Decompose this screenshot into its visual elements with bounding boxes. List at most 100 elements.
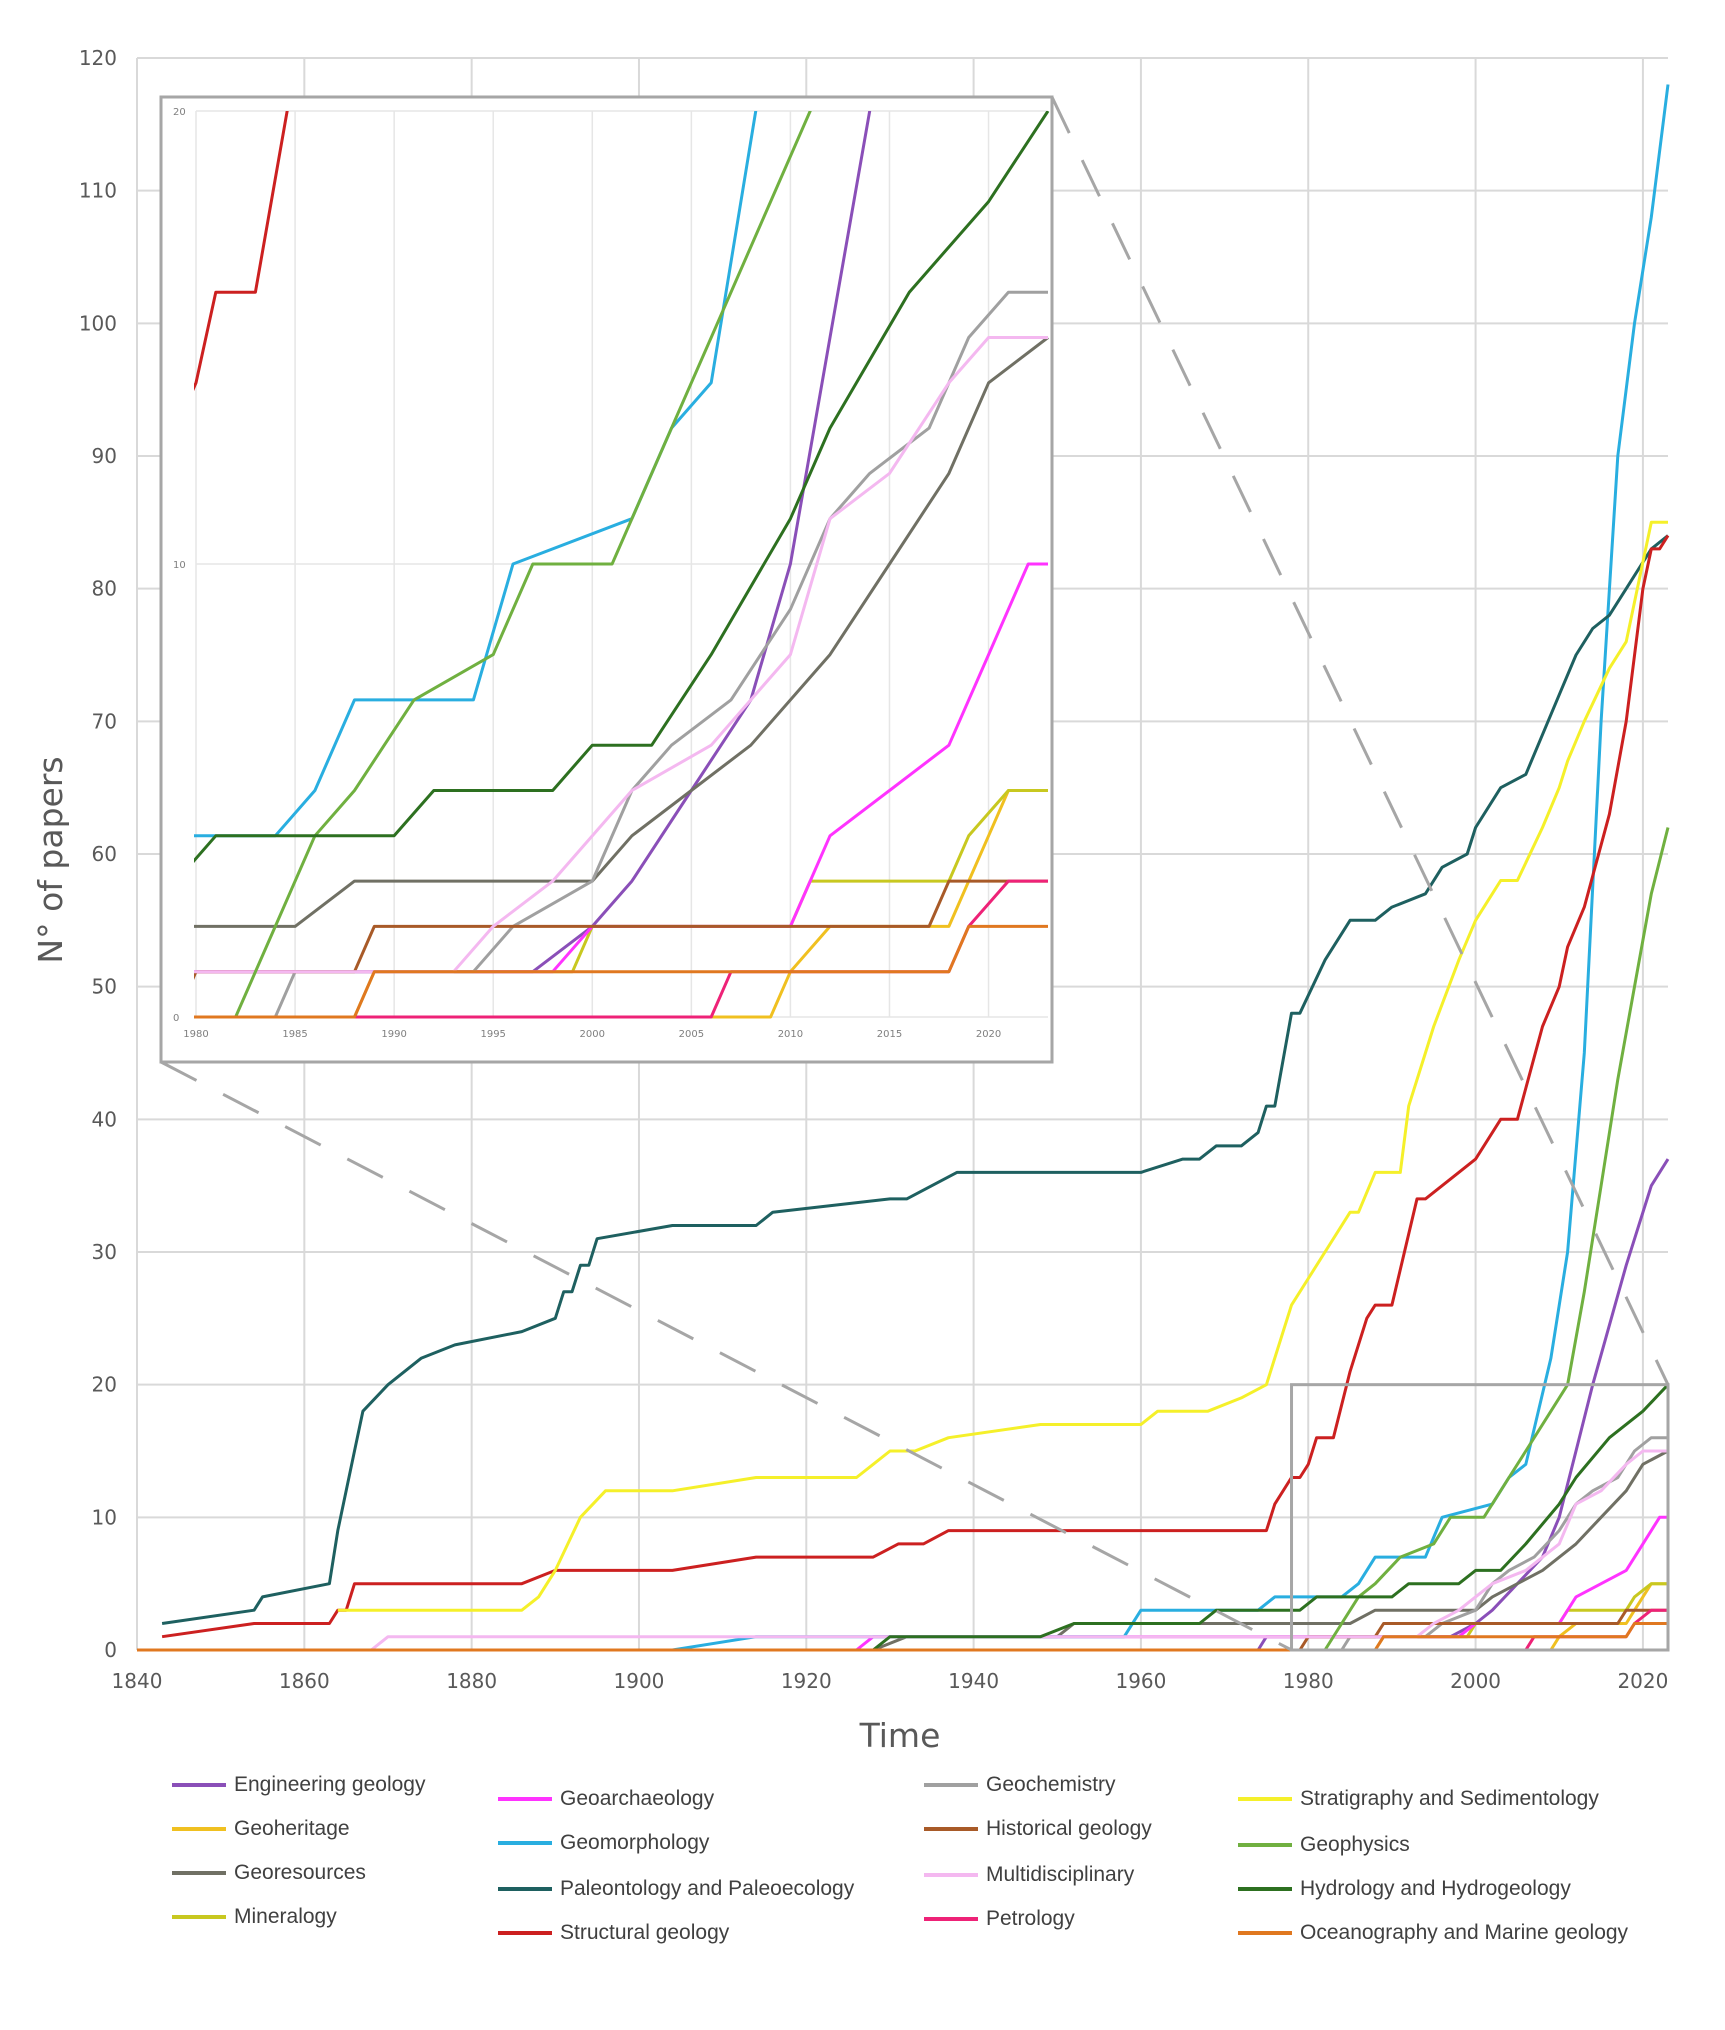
x-tick-label: 1960 xyxy=(1115,1669,1166,1693)
legend-label: Geophysics xyxy=(1300,1833,1410,1856)
x-tick-label: 2000 xyxy=(1450,1669,1501,1693)
legend-label: Paleontology and Paleoecology xyxy=(560,1877,855,1900)
legend-item: Paleontology and Paleoecology xyxy=(498,1874,854,1904)
series-line-historical-geology xyxy=(137,1608,1668,1652)
legend-swatch xyxy=(498,1841,552,1845)
inset-series-line-geomorphology xyxy=(194,111,758,838)
legend-label: Historical geology xyxy=(986,1817,1152,1840)
legend-label: Georesources xyxy=(234,1861,366,1884)
legend-item: Geomorphology xyxy=(498,1828,709,1858)
inset-x-tick-label: 2010 xyxy=(778,1029,803,1040)
inset-series-line-engineering-geology xyxy=(194,111,872,974)
y-axis-title: N° of papers xyxy=(31,756,70,963)
legend-swatch xyxy=(1238,1797,1292,1801)
inset-series-line-geoheritage xyxy=(194,789,1048,1019)
y-tick-label: 30 xyxy=(92,1240,117,1264)
legend-label: Engineering geology xyxy=(234,1773,426,1796)
y-tick-label: 10 xyxy=(92,1505,117,1529)
legend: Engineering geology Geoheritage Georesourc… xyxy=(0,1770,1725,2030)
legend-swatch xyxy=(924,1827,978,1831)
legend-swatch xyxy=(1238,1843,1292,1847)
x-tick-label: 1840 xyxy=(112,1669,163,1693)
legend-label: Geochemistry xyxy=(986,1773,1116,1796)
inset-y-tick-label: 0 xyxy=(173,1013,179,1024)
legend-label: Structural geology xyxy=(560,1921,730,1944)
legend-label: Geoheritage xyxy=(234,1817,350,1840)
legend-swatch xyxy=(924,1917,978,1921)
legend-item: Historical geology xyxy=(924,1814,1152,1844)
inset-x-tick-label: 2005 xyxy=(679,1029,704,1040)
main-series xyxy=(137,84,1670,1652)
legend-item: Mineralogy xyxy=(172,1902,337,1932)
x-tick-label: 1880 xyxy=(446,1669,497,1693)
zoom-connector-lower xyxy=(160,1060,1293,1652)
legend-swatch xyxy=(172,1783,226,1787)
zoom-connector-upper xyxy=(1050,96,1670,1386)
legend-item: Engineering geology xyxy=(172,1770,425,1800)
legend-label: Hydrology and Hydrogeology xyxy=(1300,1877,1571,1900)
legend-label: Oceanography and Marine geology xyxy=(1300,1921,1629,1944)
x-tick-label: 2020 xyxy=(1617,1669,1668,1693)
inset-frame xyxy=(159,95,1054,1064)
legend-item: Petrology xyxy=(924,1904,1075,1934)
inset-y-tick-label: 20 xyxy=(173,107,186,118)
inset-series-line-geoarchaeology xyxy=(194,562,1048,974)
inset-series-line-oceanography-and-marine-geology xyxy=(194,924,1048,1019)
legend-label: Petrology xyxy=(986,1907,1075,1930)
inset-x-tick-label: 2020 xyxy=(976,1029,1001,1040)
zoom-connector-lines xyxy=(160,96,1670,1652)
legend-label: Multidisciplinary xyxy=(986,1863,1135,1886)
legend-label: Geomorphology xyxy=(560,1831,710,1854)
inset-series-line-structural-geology xyxy=(194,111,289,392)
series-line-structural-geology xyxy=(161,534,1670,1639)
legend-swatch xyxy=(924,1873,978,1877)
inset-y-tick-label: 10 xyxy=(173,560,186,571)
legend-swatch xyxy=(1238,1931,1292,1935)
series-line-petrology xyxy=(137,1608,1668,1652)
series-line-hydrology-and-hydrogeology xyxy=(137,1383,1670,1652)
legend-item: Georesources xyxy=(172,1858,366,1888)
legend-item: Oceanography and Marine geology xyxy=(1238,1918,1628,1948)
inset-series-line-historical-geology xyxy=(194,879,1048,981)
inset-series-line-hydrology-and-hydrogeology xyxy=(194,111,1050,864)
series-line-multidisciplinary xyxy=(137,1449,1668,1652)
series-line-paleontology-and-paleoecology xyxy=(161,534,1669,1625)
legend-swatch xyxy=(172,1827,226,1831)
y-tick-label: 100 xyxy=(79,311,117,335)
legend-item: Geoarchaeology xyxy=(498,1784,714,1814)
inset-x-tick-label: 1990 xyxy=(381,1029,406,1040)
legend-item: Geoheritage xyxy=(172,1814,350,1844)
series-line-engineering-geology xyxy=(137,1158,1670,1652)
legend-swatch xyxy=(498,1887,552,1891)
x-tick-label: 1860 xyxy=(279,1669,330,1693)
legend-swatch xyxy=(924,1783,978,1787)
inset-series xyxy=(194,111,1050,1019)
legend-swatch xyxy=(498,1797,552,1801)
y-tick-label: 70 xyxy=(92,709,117,733)
series-line-mineralogy xyxy=(137,1582,1668,1652)
inset-chart: 0 10 20 1980 1985 1990 1995 2000 2005 2010 2015 202… xyxy=(159,95,1054,1064)
legend-swatch xyxy=(1238,1887,1292,1891)
legend-item: Geophysics xyxy=(1238,1830,1410,1860)
y-tick-label: 120 xyxy=(79,46,117,70)
y-tick-label: 0 xyxy=(104,1638,117,1662)
series-line-stratigraphy-and-sedimentology xyxy=(337,520,1668,1612)
legend-label: Stratigraphy and Sedimentology xyxy=(1300,1787,1599,1810)
series-line-geoheritage xyxy=(137,1582,1668,1652)
inset-series-line-georesources xyxy=(194,336,1049,928)
inset-x-tick-label: 1985 xyxy=(282,1029,307,1040)
x-tick-label: 1940 xyxy=(948,1669,999,1693)
zoom-region-box xyxy=(1290,1383,1670,1652)
legend-item: Multidisciplinary xyxy=(924,1860,1134,1890)
legend-swatch xyxy=(172,1915,226,1919)
y-tick-label: 20 xyxy=(92,1373,117,1397)
y-tick-label: 80 xyxy=(92,577,117,601)
series-line-geomorphology xyxy=(137,84,1670,1652)
legend-item: Geochemistry xyxy=(924,1770,1116,1800)
x-tick-label: 1920 xyxy=(781,1669,832,1693)
legend-item: Hydrology and Hydrogeology xyxy=(1238,1874,1571,1904)
legend-label: Mineralogy xyxy=(234,1905,337,1928)
y-tick-label: 50 xyxy=(92,975,117,999)
